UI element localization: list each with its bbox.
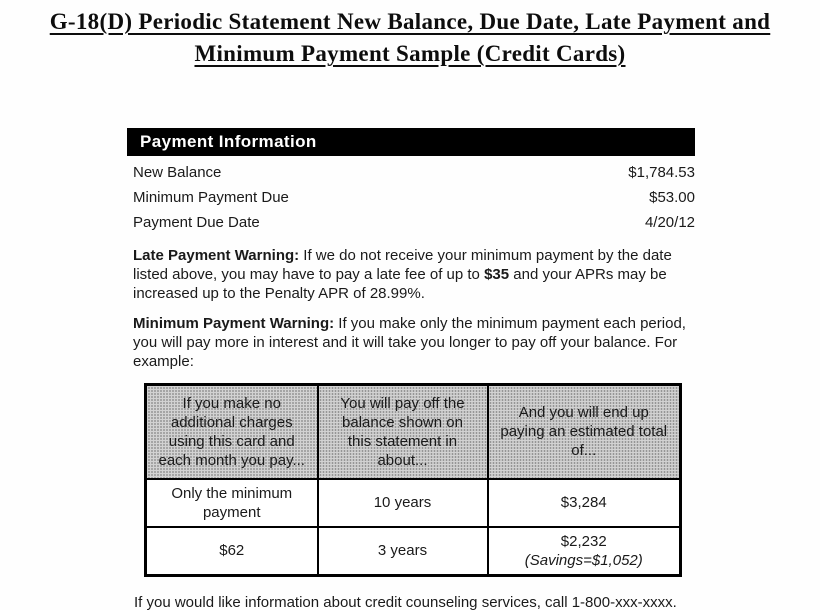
table-row-62-payment: $62 3 years $2,232 (Savings=$1,052) (144, 525, 682, 577)
table-header-cell-payoff-time: You will pay off the balance shown on th… (316, 383, 489, 480)
minimum-payment-warning-label: Minimum Payment Warning: (133, 315, 335, 332)
table-header-cell-payment: If you make no additional charges using … (144, 383, 319, 480)
payment-due-date-value: 4/20/12 (644, 214, 695, 231)
late-fee-amount: $35 (484, 266, 510, 283)
table-cell-payment: $62 (144, 525, 319, 577)
minimum-payment-warning-text: If you make only the minimum payment eac… (133, 315, 686, 370)
savings-note: (Savings=$1,052) (524, 551, 643, 569)
payment-info-row-new-balance: New Balance $1,784.53 (133, 160, 695, 185)
payment-info-header-bar: Payment Information (127, 128, 695, 156)
document-title: G-18(D) Periodic Statement New Balance, … (0, 6, 820, 70)
minimum-payment-warning: Minimum Payment Warning: If you make onl… (127, 314, 695, 371)
table-header-row: If you make no additional charges using … (144, 383, 682, 480)
total-amount: $2,232 (560, 532, 607, 550)
document-title-line1: G-18(D) Periodic Statement New Balance, … (49, 9, 771, 34)
table-cell-payoff-time: 3 years (316, 525, 489, 577)
document-title-line2: Minimum Payment Sample (Credit Cards) (194, 41, 626, 66)
late-payment-warning: Late Payment Warning: If we do not recei… (127, 246, 695, 303)
total-amount: $3,284 (560, 494, 607, 511)
payment-info-rows: New Balance $1,784.53 Minimum Payment Du… (127, 160, 695, 235)
table-cell-payoff-time: 10 years (316, 477, 489, 528)
payment-info-header-label: Payment Information (140, 132, 317, 151)
table-cell-total: $2,232 (Savings=$1,052) (486, 525, 682, 577)
credit-counseling-note: If you would like information about cred… (134, 594, 677, 610)
minimum-payment-table: If you make no additional charges using … (144, 383, 682, 577)
payment-due-date-label: Payment Due Date (133, 214, 260, 231)
statement-content: Payment Information New Balance $1,784.5… (127, 128, 695, 610)
table-row-minimum-only: Only the minimum payment 10 years $3,284 (144, 477, 682, 528)
table-cell-payment: Only the minimum payment (144, 477, 319, 528)
new-balance-label: New Balance (133, 164, 222, 181)
payment-info-row-minimum-payment-due: Minimum Payment Due $53.00 (133, 185, 695, 210)
minimum-payment-due-value: $53.00 (649, 189, 695, 206)
late-payment-warning-text-before: If we do not receive your minimum paymen… (133, 247, 672, 283)
minimum-payment-due-label: Minimum Payment Due (133, 189, 289, 206)
table-header-cell-total: And you will end up paying an estimated … (486, 383, 682, 480)
late-payment-warning-label: Late Payment Warning: (133, 247, 300, 264)
new-balance-value: $1,784.53 (628, 164, 695, 181)
late-payment-warning-text-after: and your APRs may be increased up to the… (133, 266, 667, 302)
table-cell-total: $3,284 (486, 477, 682, 528)
payment-info-row-payment-due-date: Payment Due Date 4/20/12 (133, 210, 695, 235)
